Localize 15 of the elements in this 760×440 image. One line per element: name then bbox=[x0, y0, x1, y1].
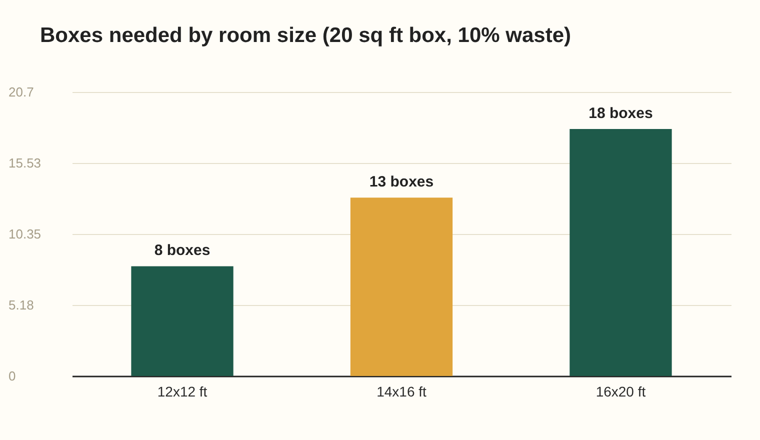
x-tick-label: 14x16 ft bbox=[376, 384, 427, 400]
y-tick-label: 0 bbox=[8, 368, 16, 384]
data-label: 18 boxes bbox=[588, 105, 653, 122]
y-tick-label: 5.18 bbox=[8, 297, 34, 312]
y-tick-label: 20.7 bbox=[8, 84, 34, 100]
bar bbox=[350, 198, 453, 376]
bar bbox=[570, 129, 672, 376]
bar bbox=[131, 266, 234, 376]
x-tick-label: 16x20 ft bbox=[596, 384, 646, 400]
data-label: 8 boxes bbox=[154, 242, 210, 260]
y-tick-label: 10.35 bbox=[8, 226, 42, 242]
x-tick-label: 12x12 ft bbox=[157, 384, 208, 400]
chart-title: Boxes needed by room size (20 sq ft box, 10% waste) bbox=[40, 24, 571, 47]
y-tick-label: 15.53 bbox=[8, 155, 42, 170]
data-label: 13 boxes bbox=[369, 174, 434, 191]
